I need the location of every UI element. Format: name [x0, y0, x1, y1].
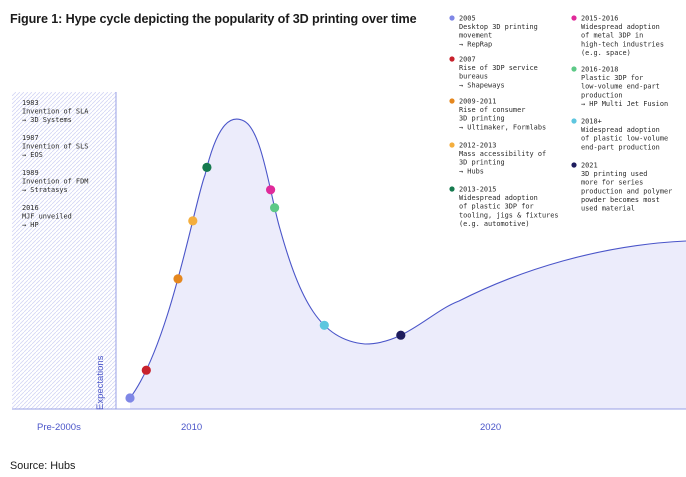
- legend-line: of metal 3DP in: [581, 32, 643, 40]
- legend-line: → HP Multi Jet Fusion: [581, 100, 668, 108]
- legend-dot-2005: [449, 15, 455, 21]
- legend-line: 3D printing: [459, 159, 505, 167]
- legend-line: 3D printing: [459, 115, 505, 123]
- legend-entry-2013-2015: 2013-2015 Widespread adoption of plastic 3…: [459, 186, 559, 228]
- legend-line: → RepRap: [459, 40, 492, 48]
- legend-entry-2012-2013: 2012-2013 Mass accessibility of 3D printin…: [459, 142, 546, 176]
- note-2016-company: → HP: [22, 221, 39, 229]
- x-tick-2010: 2010: [181, 422, 202, 433]
- legend-line: used material: [581, 205, 635, 213]
- note-2016: 2016 MJF unveiled → HP: [22, 204, 76, 229]
- milestone-point-2012-2013: [188, 216, 198, 226]
- legend-dot-2021: [571, 162, 577, 168]
- legend: 2005 Desktop 3D printing movement → RepRap2…: [449, 15, 672, 228]
- legend-line: → Ultimaker, Formlabs: [459, 123, 546, 131]
- legend-line: 3D printing used: [581, 170, 647, 178]
- legend-line: production: [581, 91, 623, 99]
- note-1989-company: → Stratasys: [22, 186, 68, 194]
- milestone-point-2016-2018: [270, 203, 280, 213]
- x-tick-pre2000: Pre-2000s: [37, 422, 81, 433]
- legend-entry-2015-2016: 2015-2016 Widespread adoption of metal 3DP…: [581, 15, 664, 57]
- legend-line: → Shapeways: [459, 81, 505, 89]
- milestone-point-2005: [125, 393, 135, 403]
- legend-line: production and polymer: [581, 187, 672, 195]
- legend-period: 2005: [459, 15, 476, 23]
- legend-entry-2016-2018: 2016-2018 Plastic 3DP for low-volume end-p…: [581, 66, 668, 108]
- note-1983-company: → 3D Systems: [22, 116, 72, 124]
- legend-period: 2015-2016: [581, 15, 618, 23]
- legend-entry-2021: 2021 3D printing used more for series produ…: [581, 162, 672, 213]
- legend-line: Desktop 3D printing: [459, 23, 538, 31]
- legend-entry-2009-2011: 2009-2011 Rise of consumer 3D printing → Ul…: [459, 98, 546, 132]
- legend-line: Plastic 3DP for: [581, 74, 643, 82]
- legend-line: tooling, jigs & fixtures: [459, 211, 559, 219]
- pre2000-band: [12, 92, 116, 409]
- pre2000-notes: 1983 Invention of SLA → 3D Systems 1987 …: [22, 99, 93, 229]
- x-tick-2020: 2020: [480, 422, 501, 433]
- legend-dot-2012-2013: [449, 142, 455, 148]
- source-note: Source: Hubs: [10, 460, 76, 472]
- legend-line: Mass accessibility of: [459, 150, 546, 158]
- legend-entry-2005: 2005 Desktop 3D printing movement → RepRap: [459, 15, 538, 49]
- note-1983: 1983 Invention of SLA → 3D Systems: [22, 99, 93, 124]
- note-1987-event: Invention of SLS: [22, 143, 88, 151]
- legend-line: end-part production: [581, 143, 660, 151]
- legend-dot-2016-2018: [571, 66, 577, 72]
- legend-period: 2007: [459, 56, 476, 64]
- legend-dot-2009-2011: [449, 98, 455, 104]
- legend-line: of plastic 3DP for: [459, 203, 534, 211]
- y-axis-label: Expectations: [95, 355, 106, 410]
- note-1987: 1987 Invention of SLS → EOS: [22, 134, 93, 159]
- legend-line: Widespread adoption: [459, 194, 538, 202]
- milestone-point-2018+: [319, 320, 329, 330]
- legend-line: (e.g. space): [581, 49, 631, 57]
- milestone-point-2021: [396, 330, 406, 340]
- milestone-point-2015-2016: [266, 185, 276, 195]
- note-1989-event: Invention of FDM: [22, 178, 88, 186]
- legend-entry-2007: 2007 Rise of 3DP service bureaus → Shapeway…: [459, 56, 538, 90]
- milestone-point-2013-2015: [202, 162, 212, 172]
- legend-period: 2021: [581, 162, 598, 170]
- note-1983-year: 1983: [22, 99, 39, 107]
- legend-line: Rise of consumer: [459, 106, 525, 114]
- legend-period: 2012-2013: [459, 142, 496, 150]
- legend-line: Widespread adoption: [581, 126, 660, 134]
- legend-line: high-tech industries: [581, 40, 664, 48]
- milestone-point-2009-2011: [173, 274, 183, 284]
- legend-line: → Hubs: [459, 167, 484, 175]
- note-2016-year: 2016: [22, 204, 39, 212]
- page-title: Figure 1: Hype cycle depicting the popul…: [10, 12, 417, 26]
- hype-curve-line: [129, 118, 686, 399]
- legend-line: powder becomes most: [581, 196, 660, 204]
- legend-line: Widespread adoption: [581, 23, 660, 31]
- legend-dot-2018+: [571, 118, 577, 124]
- legend-period: 2016-2018: [581, 66, 618, 74]
- milestone-point-2007: [141, 365, 151, 375]
- legend-dot-2015-2016: [571, 15, 577, 21]
- legend-period: 2013-2015: [459, 186, 496, 194]
- legend-period: 2018+: [581, 118, 602, 126]
- legend-dot-2013-2015: [449, 186, 455, 192]
- note-2016-event: MJF unveiled: [22, 213, 72, 221]
- curve-area: [130, 119, 686, 410]
- legend-dot-2007: [449, 56, 455, 62]
- note-1989: 1989 Invention of FDM → Stratasys: [22, 169, 93, 194]
- legend-line: Rise of 3DP service: [459, 64, 538, 72]
- note-1987-company: → EOS: [22, 151, 43, 159]
- legend-line: bureaus: [459, 73, 488, 81]
- note-1983-event: Invention of SLA: [22, 108, 89, 116]
- legend-line: (e.g. automotive): [459, 220, 530, 228]
- legend-line: movement: [459, 32, 492, 40]
- legend-line: of plastic low-volume: [581, 135, 668, 143]
- legend-line: more for series: [581, 179, 643, 187]
- legend-entry-2018+: 2018+ Widespread adoption of plastic low-v…: [581, 118, 668, 152]
- note-1987-year: 1987: [22, 134, 39, 142]
- milestone-points: [125, 162, 406, 403]
- note-1989-year: 1989: [22, 169, 39, 177]
- legend-period: 2009-2011: [459, 98, 496, 106]
- legend-line: low-volume end-part: [581, 83, 660, 91]
